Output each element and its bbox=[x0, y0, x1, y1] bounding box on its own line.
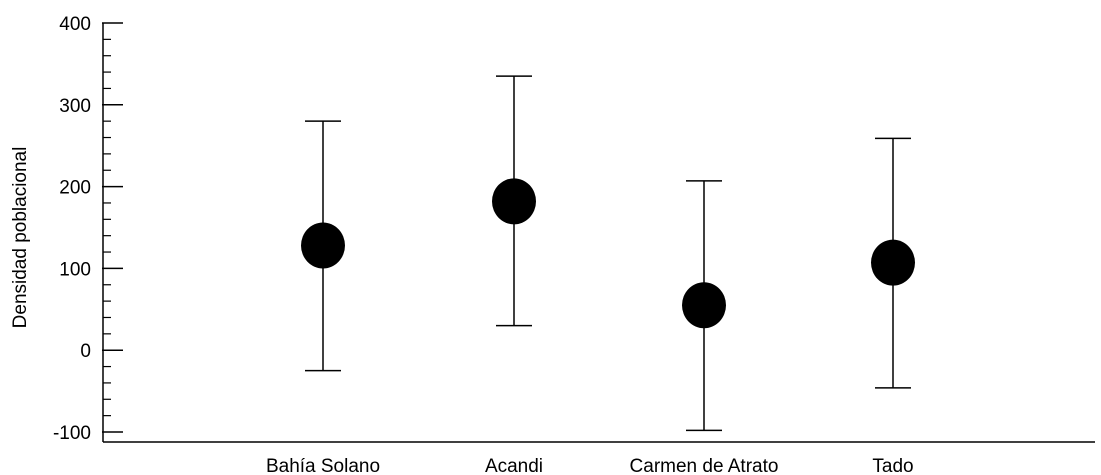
x-category-label: Acandi bbox=[485, 456, 543, 475]
error-bar-group bbox=[871, 137, 915, 389]
error-bar-group bbox=[682, 180, 726, 432]
error-bar-group bbox=[301, 120, 345, 372]
y-axis-label: Densidad poblacional bbox=[10, 147, 31, 329]
axes: -100 0 100 200 300 400 Bahía Solano Acandi Carme… bbox=[53, 14, 1095, 475]
y-tick-label: 400 bbox=[59, 14, 91, 35]
y-tick-label: 300 bbox=[59, 96, 91, 117]
chart-marks bbox=[301, 75, 915, 432]
mean-point bbox=[871, 239, 915, 286]
x-category-label: Carmen de Atrato bbox=[630, 456, 779, 475]
y-tick-label: 0 bbox=[80, 341, 91, 362]
mean-point bbox=[682, 282, 726, 329]
x-category-label: Bahía Solano bbox=[266, 456, 380, 475]
y-tick-label: -100 bbox=[53, 423, 91, 444]
error-bar-group bbox=[492, 75, 536, 327]
mean-point bbox=[492, 178, 536, 225]
y-tick-label: 200 bbox=[59, 178, 91, 199]
mean-point bbox=[301, 222, 345, 269]
x-category-label: Tado bbox=[872, 456, 913, 475]
y-tick-label: 100 bbox=[59, 259, 91, 280]
